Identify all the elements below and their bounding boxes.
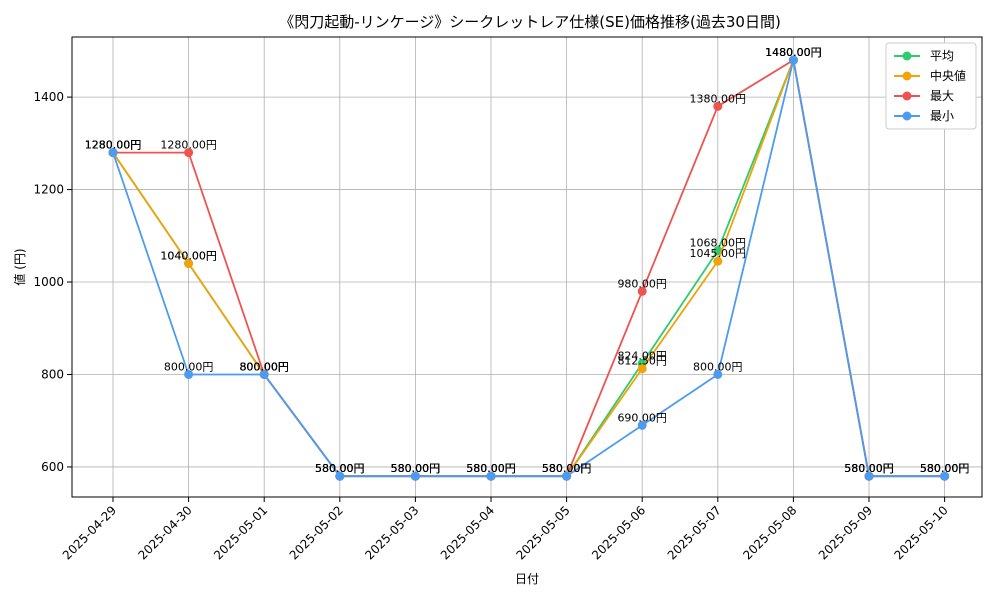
data-label: 1380.00円 bbox=[690, 92, 747, 105]
legend-entry: 最小 bbox=[930, 109, 954, 123]
data-label: 580.00円 bbox=[844, 462, 894, 475]
data-point bbox=[788, 55, 798, 65]
data-label: 580.00円 bbox=[844, 462, 894, 475]
y-tick-label: 1200 bbox=[33, 183, 64, 197]
data-label: 580.00円 bbox=[315, 462, 365, 475]
data-label: 580.00円 bbox=[542, 462, 592, 475]
data-label: 580.00円 bbox=[391, 462, 441, 475]
y-tick-label: 600 bbox=[41, 460, 64, 474]
data-label: 580.00円 bbox=[542, 462, 592, 475]
y-tick-label: 1400 bbox=[33, 90, 64, 104]
plot-frame bbox=[71, 36, 983, 498]
data-label: 580.00円 bbox=[920, 462, 970, 475]
data-label: 580.00円 bbox=[920, 462, 970, 475]
y-axis-label: 値 (円) bbox=[12, 248, 27, 285]
data-point bbox=[713, 369, 723, 379]
data-label: 980.00円 bbox=[617, 277, 667, 290]
data-point bbox=[562, 471, 572, 481]
data-label: 1480.00円 bbox=[765, 46, 822, 59]
y-tick-label: 1000 bbox=[33, 275, 64, 289]
data-point bbox=[864, 471, 874, 481]
data-point bbox=[259, 369, 269, 379]
data-label: 1045.00円 bbox=[690, 247, 747, 260]
data-label: 580.00円 bbox=[466, 462, 516, 475]
legend-entry: 平均 bbox=[930, 49, 954, 63]
y-tick-label: 800 bbox=[41, 367, 64, 381]
data-point bbox=[108, 148, 118, 158]
data-label: 580.00円 bbox=[466, 462, 516, 475]
data-label: 800.00円 bbox=[164, 360, 214, 373]
x-axis-label: 日付 bbox=[515, 572, 539, 586]
data-label: 580.00円 bbox=[391, 462, 441, 475]
data-point bbox=[184, 369, 194, 379]
data-labels-group: 1280.00円 1040.00円 800.00円 580.00円 580.00円 580… bbox=[85, 46, 970, 475]
data-label: 580.00円 bbox=[920, 462, 970, 475]
data-label: 1280.00円 bbox=[85, 139, 142, 152]
data-label: 800.00円 bbox=[239, 360, 289, 373]
data-label: 1040.00円 bbox=[160, 250, 217, 263]
data-label: 580.00円 bbox=[391, 462, 441, 475]
legend-box bbox=[885, 42, 977, 130]
data-label: 1480.00円 bbox=[765, 46, 822, 59]
data-point bbox=[410, 471, 420, 481]
data-label: 1068.00円 bbox=[690, 237, 747, 250]
chart-title: 《閃刀起動-リンケージ》シークレットレア仕様(SE)価格推移(過去30日間) bbox=[279, 13, 781, 31]
data-label: 580.00円 bbox=[315, 462, 365, 475]
data-point bbox=[637, 364, 647, 374]
data-label: 800.00円 bbox=[239, 360, 289, 373]
data-label: 580.00円 bbox=[315, 462, 365, 475]
data-label: 800.00円 bbox=[693, 360, 743, 373]
series-line bbox=[112, 59, 945, 478]
data-label: 800.00円 bbox=[239, 360, 289, 373]
legend-swatch-marker bbox=[902, 51, 912, 61]
data-point bbox=[713, 101, 723, 111]
data-label: 580.00円 bbox=[542, 462, 592, 475]
data-label: 580.00円 bbox=[542, 462, 592, 475]
data-label: 1480.00円 bbox=[765, 46, 822, 59]
legend-swatch-marker bbox=[902, 71, 912, 81]
data-point bbox=[184, 148, 194, 158]
legend-swatch-marker bbox=[902, 91, 912, 101]
data-point bbox=[184, 259, 194, 269]
data-label: 1280.00円 bbox=[85, 139, 142, 152]
data-label: 1480.00円 bbox=[765, 46, 822, 59]
data-label: 1040.00円 bbox=[160, 250, 217, 263]
data-label: 800.00円 bbox=[239, 360, 289, 373]
data-label: 580.00円 bbox=[391, 462, 441, 475]
data-point bbox=[713, 256, 723, 266]
legend-entry: 最大 bbox=[930, 89, 954, 103]
data-label: 580.00円 bbox=[844, 462, 894, 475]
data-label: 690.00円 bbox=[617, 411, 667, 424]
data-label: 580.00円 bbox=[920, 462, 970, 475]
data-point bbox=[637, 420, 647, 430]
data-label: 580.00円 bbox=[844, 462, 894, 475]
data-label: 812.50円 bbox=[617, 355, 667, 368]
data-label: 580.00円 bbox=[466, 462, 516, 475]
data-label: 824.00円 bbox=[617, 349, 667, 362]
data-point bbox=[637, 286, 647, 296]
data-label: 580.00円 bbox=[466, 462, 516, 475]
series-group bbox=[108, 55, 950, 481]
data-label: 580.00円 bbox=[315, 462, 365, 475]
y-axis-ticks: 600 800 1000 1200 1400 bbox=[33, 90, 72, 474]
data-label: 1280.00円 bbox=[85, 139, 142, 152]
data-point bbox=[335, 471, 345, 481]
data-point bbox=[940, 471, 950, 481]
legend-swatch-marker bbox=[902, 111, 912, 121]
data-label: 1280.00円 bbox=[85, 139, 142, 152]
legend-entry: 中央値 bbox=[930, 68, 966, 83]
data-point bbox=[486, 471, 496, 481]
data-label: 1280.00円 bbox=[160, 139, 217, 152]
